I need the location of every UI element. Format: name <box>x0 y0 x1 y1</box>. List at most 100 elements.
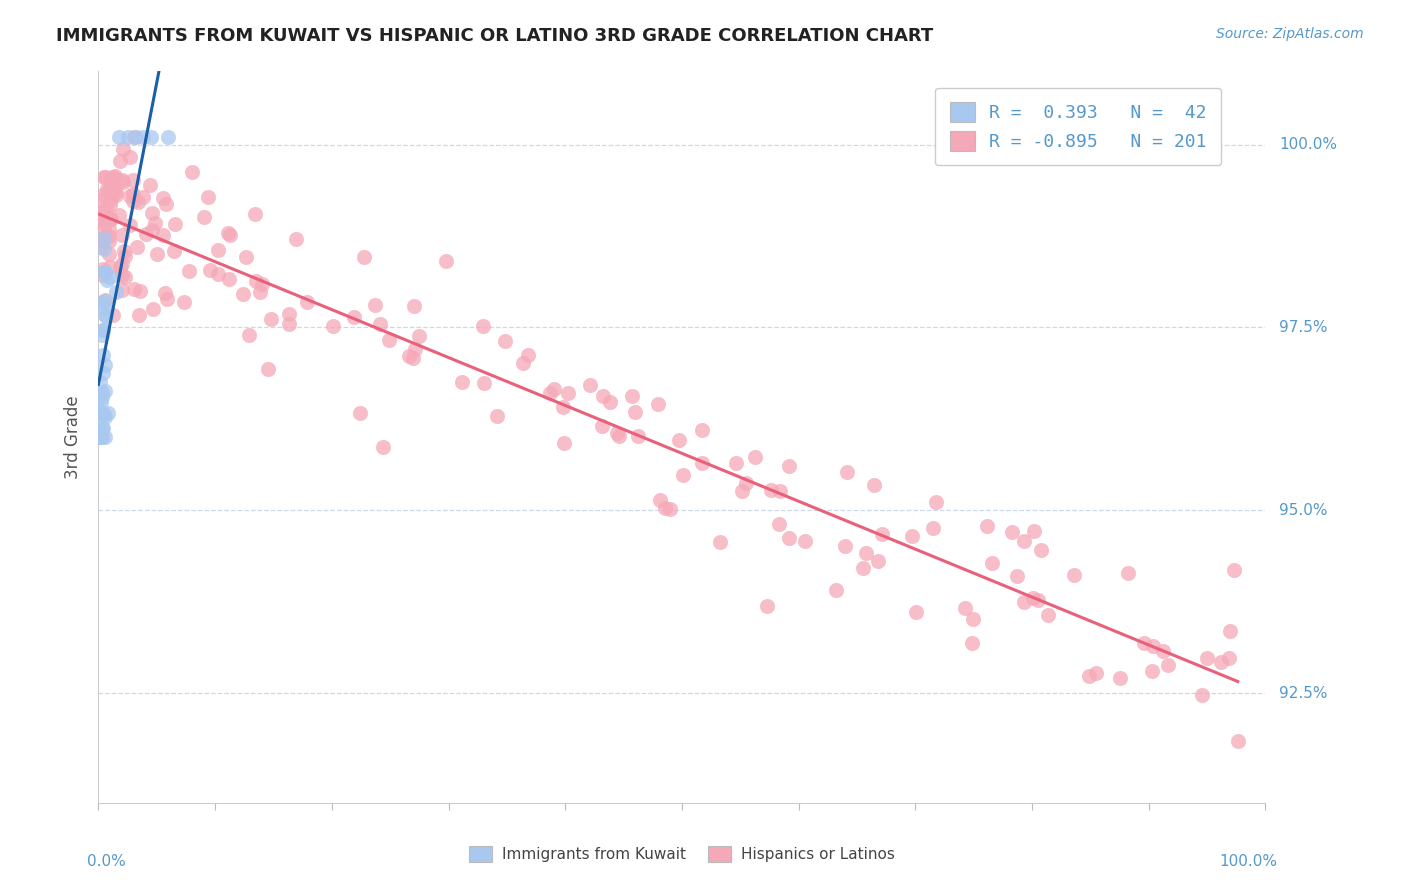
Point <box>962 612 984 626</box>
Point <box>621 389 644 403</box>
Point <box>91 390 114 404</box>
Point <box>157 130 180 145</box>
Point <box>100 192 122 206</box>
Point <box>607 429 630 443</box>
Point <box>100 172 122 186</box>
Point <box>245 274 267 288</box>
Point <box>260 312 283 326</box>
Point <box>89 375 111 389</box>
Point <box>343 310 366 325</box>
Point <box>93 407 115 421</box>
Point <box>91 323 114 337</box>
Point <box>647 397 669 411</box>
Point <box>90 430 112 444</box>
Point <box>87 402 110 417</box>
Point <box>90 294 112 309</box>
Point <box>349 405 371 419</box>
Point <box>111 142 134 156</box>
Point <box>104 185 127 199</box>
Point <box>111 227 134 242</box>
Point <box>142 301 165 316</box>
Point <box>1085 665 1108 680</box>
Point <box>1001 524 1024 539</box>
Point <box>125 130 148 145</box>
Point <box>93 348 115 362</box>
Point <box>91 205 114 219</box>
Point <box>96 182 118 196</box>
Point <box>623 405 645 419</box>
Point <box>591 419 613 434</box>
Point <box>143 216 166 230</box>
Point <box>122 130 145 145</box>
Point <box>110 257 132 271</box>
Point <box>759 483 782 498</box>
Point <box>105 187 128 202</box>
Point <box>90 394 112 409</box>
Legend: Immigrants from Kuwait, Hispanics or Latinos: Immigrants from Kuwait, Hispanics or Lat… <box>464 840 900 868</box>
Point <box>120 150 142 164</box>
Point <box>551 400 574 414</box>
Point <box>512 355 534 369</box>
Point <box>94 384 117 399</box>
Point <box>96 309 118 323</box>
Point <box>91 188 114 202</box>
Point <box>1029 542 1052 557</box>
Point <box>163 217 186 231</box>
Point <box>93 268 115 282</box>
Point <box>1022 591 1045 605</box>
Point <box>101 185 124 199</box>
Point <box>198 263 221 277</box>
Point <box>495 334 517 348</box>
Point <box>868 553 890 567</box>
Point <box>100 211 122 226</box>
Point <box>1133 636 1156 650</box>
Point <box>111 176 134 190</box>
Point <box>370 317 392 331</box>
Point <box>1226 734 1249 748</box>
Point <box>127 195 149 210</box>
Point <box>371 441 394 455</box>
Point <box>353 250 375 264</box>
Point <box>1157 658 1180 673</box>
Point <box>125 240 148 254</box>
Point <box>825 583 848 598</box>
Point <box>543 382 565 396</box>
Point <box>121 194 143 208</box>
Point <box>834 539 856 553</box>
Point <box>101 186 124 201</box>
Point <box>91 421 114 435</box>
Point <box>690 423 713 437</box>
Text: 92.5%: 92.5% <box>1279 686 1327 700</box>
Point <box>89 424 111 438</box>
Point <box>155 197 177 211</box>
Point <box>97 235 120 249</box>
Point <box>207 243 229 257</box>
Point <box>976 519 998 533</box>
Point <box>93 229 115 244</box>
Point <box>250 277 273 291</box>
Point <box>93 231 115 245</box>
Point <box>398 349 420 363</box>
Point <box>90 406 112 420</box>
Point <box>1026 592 1049 607</box>
Point <box>278 317 301 331</box>
Point <box>90 430 112 444</box>
Point <box>648 492 671 507</box>
Point <box>207 268 229 282</box>
Point <box>863 478 886 492</box>
Point <box>156 292 179 306</box>
Point <box>668 433 690 447</box>
Point <box>141 205 163 219</box>
Point <box>778 531 800 545</box>
Point <box>114 269 136 284</box>
Y-axis label: 3rd Grade: 3rd Grade <box>65 395 83 479</box>
Point <box>128 308 150 322</box>
Point <box>1195 651 1218 665</box>
Point <box>953 601 976 615</box>
Point <box>139 178 162 193</box>
Point <box>599 394 621 409</box>
Point <box>835 465 858 479</box>
Point <box>180 165 202 179</box>
Point <box>1142 639 1164 653</box>
Point <box>285 232 308 246</box>
